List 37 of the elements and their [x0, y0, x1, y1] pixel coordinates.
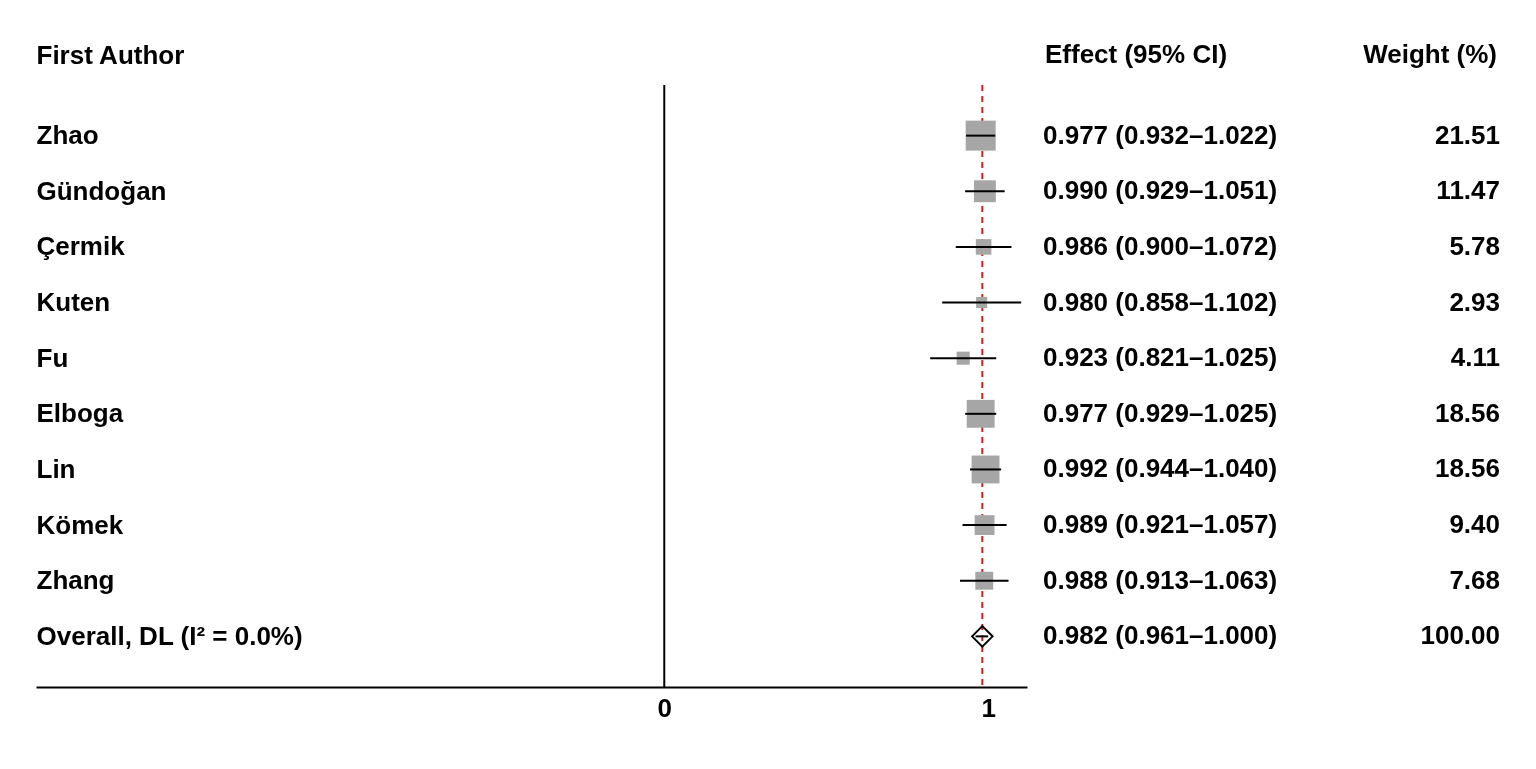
data-label: 0.980 (0.858–1.102): [1043, 286, 1278, 317]
text: 2.93: [1449, 286, 1500, 317]
y-tick-label: Gündoğan: [36, 175, 167, 206]
x-tick-label: 0: [657, 692, 673, 723]
point: [973, 180, 996, 203]
data-label: 0.988 (0.913–1.063): [1043, 564, 1278, 595]
text: 4.11: [1450, 342, 1500, 373]
y-tick-label: Çermik: [36, 231, 126, 262]
data-label: 0.986 (0.900–1.072): [1043, 230, 1278, 261]
data-label: 0.990 (0.929–1.051): [1043, 175, 1278, 206]
text: 9.40: [1449, 509, 1500, 540]
text: Weight (%): [1363, 39, 1497, 69]
data-label: 0.923 (0.821–1.025): [1043, 342, 1278, 373]
text: 18.56: [1434, 453, 1500, 484]
y-tick-label: Kömek: [36, 509, 124, 540]
y-tick-label: Fu: [36, 342, 69, 373]
text: 100.00: [1420, 620, 1500, 651]
y-tick-label: Zhang: [36, 565, 115, 596]
y-tick-label: Lin: [36, 453, 76, 484]
text: 18.56: [1434, 397, 1500, 428]
x-tick-label: 1: [981, 692, 996, 723]
data-label: 0.977 (0.929–1.025): [1043, 397, 1278, 428]
data-label: 0.992 (0.944–1.040): [1043, 453, 1278, 484]
text: 5.78: [1449, 230, 1500, 261]
y-axis-title: First Author: [36, 39, 185, 70]
point: [971, 625, 994, 648]
text: 11.47: [1436, 175, 1500, 206]
text: 21.51: [1434, 119, 1500, 150]
text: 7.68: [1449, 564, 1500, 595]
y-tick-label: Elboga: [36, 398, 124, 429]
data-label: 0.989 (0.921–1.057): [1043, 509, 1278, 540]
text: Effect (95% CI): [1045, 39, 1228, 69]
y-tick-label: Overall, DL (I² = 0.0%): [36, 620, 303, 651]
y-tick-label: Kuten: [36, 287, 111, 318]
y-tick-label: Zhao: [36, 120, 99, 151]
data-label: 0.982 (0.961–1.000): [1043, 620, 1278, 651]
data-label: 0.977 (0.932–1.022): [1043, 119, 1278, 150]
